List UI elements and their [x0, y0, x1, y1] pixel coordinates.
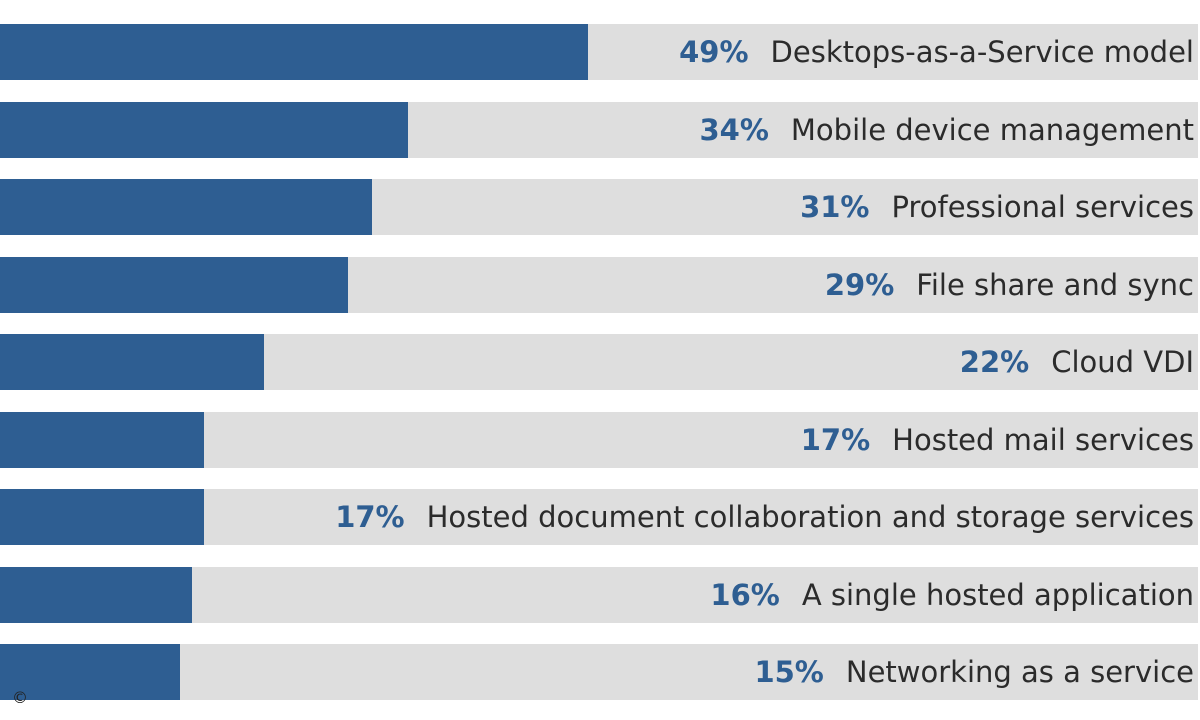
- bar: [0, 644, 180, 700]
- category-label: Hosted mail services: [892, 422, 1194, 457]
- chart-row: 29% File share and sync: [0, 256, 1198, 313]
- value-label: 29%: [824, 267, 895, 302]
- bar-label-group: 29% File share and sync: [825, 257, 1194, 313]
- category-label: Cloud VDI: [1051, 345, 1194, 379]
- chart-row: 22% Cloud VDI: [0, 334, 1198, 390]
- bar: [0, 489, 204, 545]
- category-label: A single hosted application: [801, 577, 1194, 612]
- value-label: 17%: [335, 500, 405, 534]
- bar: [0, 411, 204, 468]
- value-label: 15%: [754, 655, 824, 689]
- bar: [0, 256, 348, 313]
- category-label: Mobile device management: [790, 112, 1194, 147]
- chart-row: 49% Desktops-as-a-Service model: [0, 24, 1198, 80]
- copyright-mark: ©: [12, 688, 28, 707]
- value-label: 31%: [800, 190, 870, 224]
- bar-label-group: 15% Networking as a service: [754, 644, 1194, 700]
- value-label: 34%: [699, 112, 769, 147]
- bar-label-group: 16% A single hosted application: [710, 567, 1194, 623]
- chart-row: 17% Hosted mail services: [0, 411, 1198, 468]
- category-label: Professional services: [891, 190, 1195, 224]
- chart-row: 31% Professional services: [0, 179, 1198, 235]
- bar-track: [0, 566, 1198, 623]
- value-label: 16%: [710, 577, 780, 612]
- chart-row: 17% Hosted document collaboration and sto…: [0, 489, 1198, 545]
- bar: [0, 334, 264, 390]
- chart-row: 15% Networking as a service: [0, 644, 1198, 700]
- bar: [0, 101, 408, 158]
- bar-track: [0, 644, 1198, 700]
- bar-label-group: 22% Cloud VDI: [960, 334, 1194, 390]
- category-label: Networking as a service: [845, 655, 1194, 689]
- bar-label-group: 17% Hosted document collaboration and sto…: [335, 489, 1194, 545]
- category-label: File share and sync: [916, 267, 1194, 302]
- bar: [0, 24, 588, 80]
- chart-row: 16% A single hosted application: [0, 566, 1198, 623]
- bar-label-group: 17% Hosted mail services: [801, 412, 1194, 468]
- category-label: Hosted document collaboration and storag…: [426, 500, 1194, 534]
- category-label: Desktops-as-a-Service model: [770, 35, 1194, 69]
- bar-label-group: 49% Desktops-as-a-Service model: [679, 24, 1194, 80]
- bar: [0, 179, 372, 235]
- value-label: 22%: [959, 345, 1030, 379]
- chart-row: 34% Mobile device management: [0, 101, 1198, 158]
- value-label: 17%: [800, 422, 871, 457]
- bar: [0, 566, 192, 623]
- value-label: 49%: [679, 35, 749, 69]
- bar-label-group: 31% Professional services: [800, 179, 1194, 235]
- bar-label-group: 34% Mobile device management: [699, 102, 1194, 158]
